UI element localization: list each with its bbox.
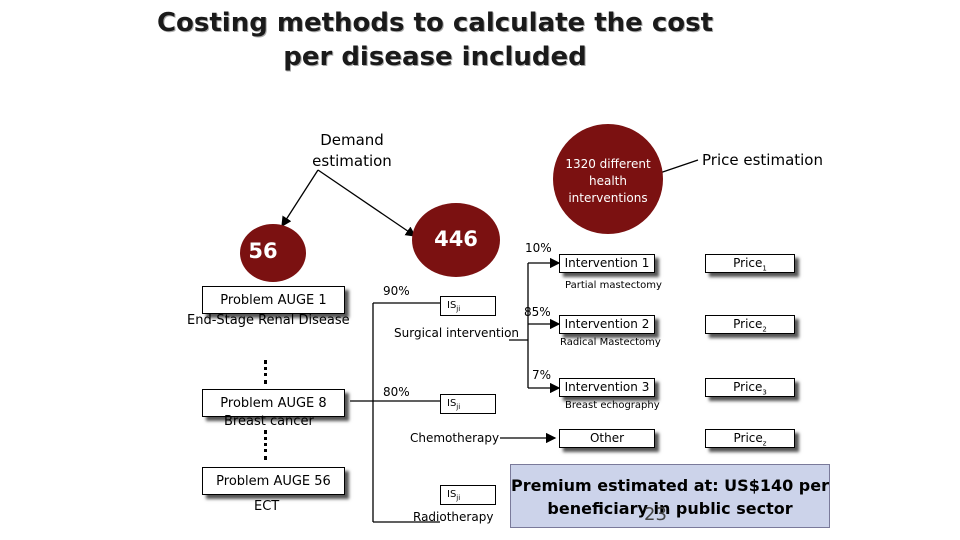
intervention-3-desc: Breast echography bbox=[565, 400, 660, 411]
intervention-other-label: Other bbox=[589, 431, 625, 445]
ellipsis-dots-1 bbox=[264, 360, 267, 384]
price-estimation-label: Price estimation bbox=[702, 151, 823, 169]
interventions-circle-text: 1320 different health interventions bbox=[565, 157, 651, 205]
is-sub-chemo: ji bbox=[456, 403, 461, 411]
page-title: Costing methods to calculate the cost pe… bbox=[156, 8, 714, 72]
page-number: 23 bbox=[644, 504, 667, 525]
problem-1-desc: End-Stage Renal Disease bbox=[187, 313, 350, 328]
intervention-box-1: Intervention 1 bbox=[559, 254, 655, 273]
intervention-box-other: Other bbox=[559, 429, 655, 448]
price-z-label: Price bbox=[733, 431, 763, 445]
intervention-3-label: Intervention 3 bbox=[564, 380, 650, 394]
problem-box-1: Problem AUGE 1 bbox=[202, 286, 345, 314]
premium-box bbox=[510, 464, 830, 528]
intervention-box-2: Intervention 2 bbox=[559, 315, 655, 334]
interventions-circle: 1320 different health interventions bbox=[553, 124, 663, 234]
problem-56-desc: ECT bbox=[254, 499, 280, 514]
pct-7: 7% bbox=[532, 368, 552, 382]
intervention-2-desc: Radical Mastectomy bbox=[560, 337, 661, 348]
is-label-radio: IS bbox=[447, 489, 457, 500]
pct-80: 80% bbox=[383, 385, 410, 399]
count-right: 446 bbox=[434, 227, 478, 251]
problem-8-label: Problem AUGE 8 bbox=[220, 396, 327, 411]
price-2-label: Price bbox=[733, 317, 763, 331]
ellipsis-dots-2 bbox=[264, 430, 267, 460]
intervention-1-label: Intervention 1 bbox=[564, 256, 650, 270]
price-box-2: Price2 bbox=[705, 315, 795, 334]
is-box-chemo: ISji bbox=[440, 394, 496, 414]
price-box-3: Price3 bbox=[705, 378, 795, 397]
price-3-label: Price bbox=[733, 380, 763, 394]
intervention-2-label: Intervention 2 bbox=[564, 317, 650, 331]
price-1-label: Price bbox=[733, 256, 763, 270]
is-sub-radio: ji bbox=[456, 494, 461, 502]
pct-85: 85% bbox=[524, 305, 551, 319]
problem-box-8: Problem AUGE 8 bbox=[202, 389, 345, 417]
count-right-circle: 446 bbox=[412, 203, 500, 277]
problem-8-desc: Breast cancer bbox=[224, 414, 314, 429]
problem-56-label: Problem AUGE 56 bbox=[216, 474, 331, 489]
is-sub-surgical: ji bbox=[456, 305, 461, 313]
price-1-sub: 1 bbox=[762, 264, 767, 273]
is-label-chemo: IS bbox=[447, 398, 457, 409]
price-z-sub: z bbox=[762, 439, 767, 448]
is-box-surgical: ISji bbox=[440, 296, 496, 316]
price-box-z: Pricez bbox=[705, 429, 795, 448]
premium-text: Premium estimated at: US$140 per benefic… bbox=[511, 476, 829, 518]
problem-1-label: Problem AUGE 1 bbox=[220, 293, 327, 308]
procedure-chemotherapy: Chemotherapy bbox=[410, 431, 500, 445]
is-label-surgical: IS bbox=[447, 300, 457, 311]
intervention-1-desc: Partial mastectomy bbox=[565, 280, 662, 291]
demand-estimation-label: Demand estimation bbox=[312, 131, 392, 170]
pct-90: 90% bbox=[383, 284, 410, 298]
procedure-radiotherapy: Radiotherapy bbox=[413, 510, 494, 524]
pct-10: 10% bbox=[525, 241, 552, 255]
count-left-circle: 56 bbox=[240, 224, 306, 282]
problem-box-56: Problem AUGE 56 bbox=[202, 467, 345, 495]
intervention-box-3: Intervention 3 bbox=[559, 378, 655, 397]
procedure-surgical: Surgical intervention bbox=[394, 326, 520, 340]
count-left: 56 bbox=[248, 239, 278, 263]
price-box-1: Price1 bbox=[705, 254, 795, 273]
price-3-sub: 3 bbox=[762, 388, 767, 397]
price-2-sub: 2 bbox=[762, 325, 767, 334]
is-box-radio: ISji bbox=[440, 485, 496, 505]
